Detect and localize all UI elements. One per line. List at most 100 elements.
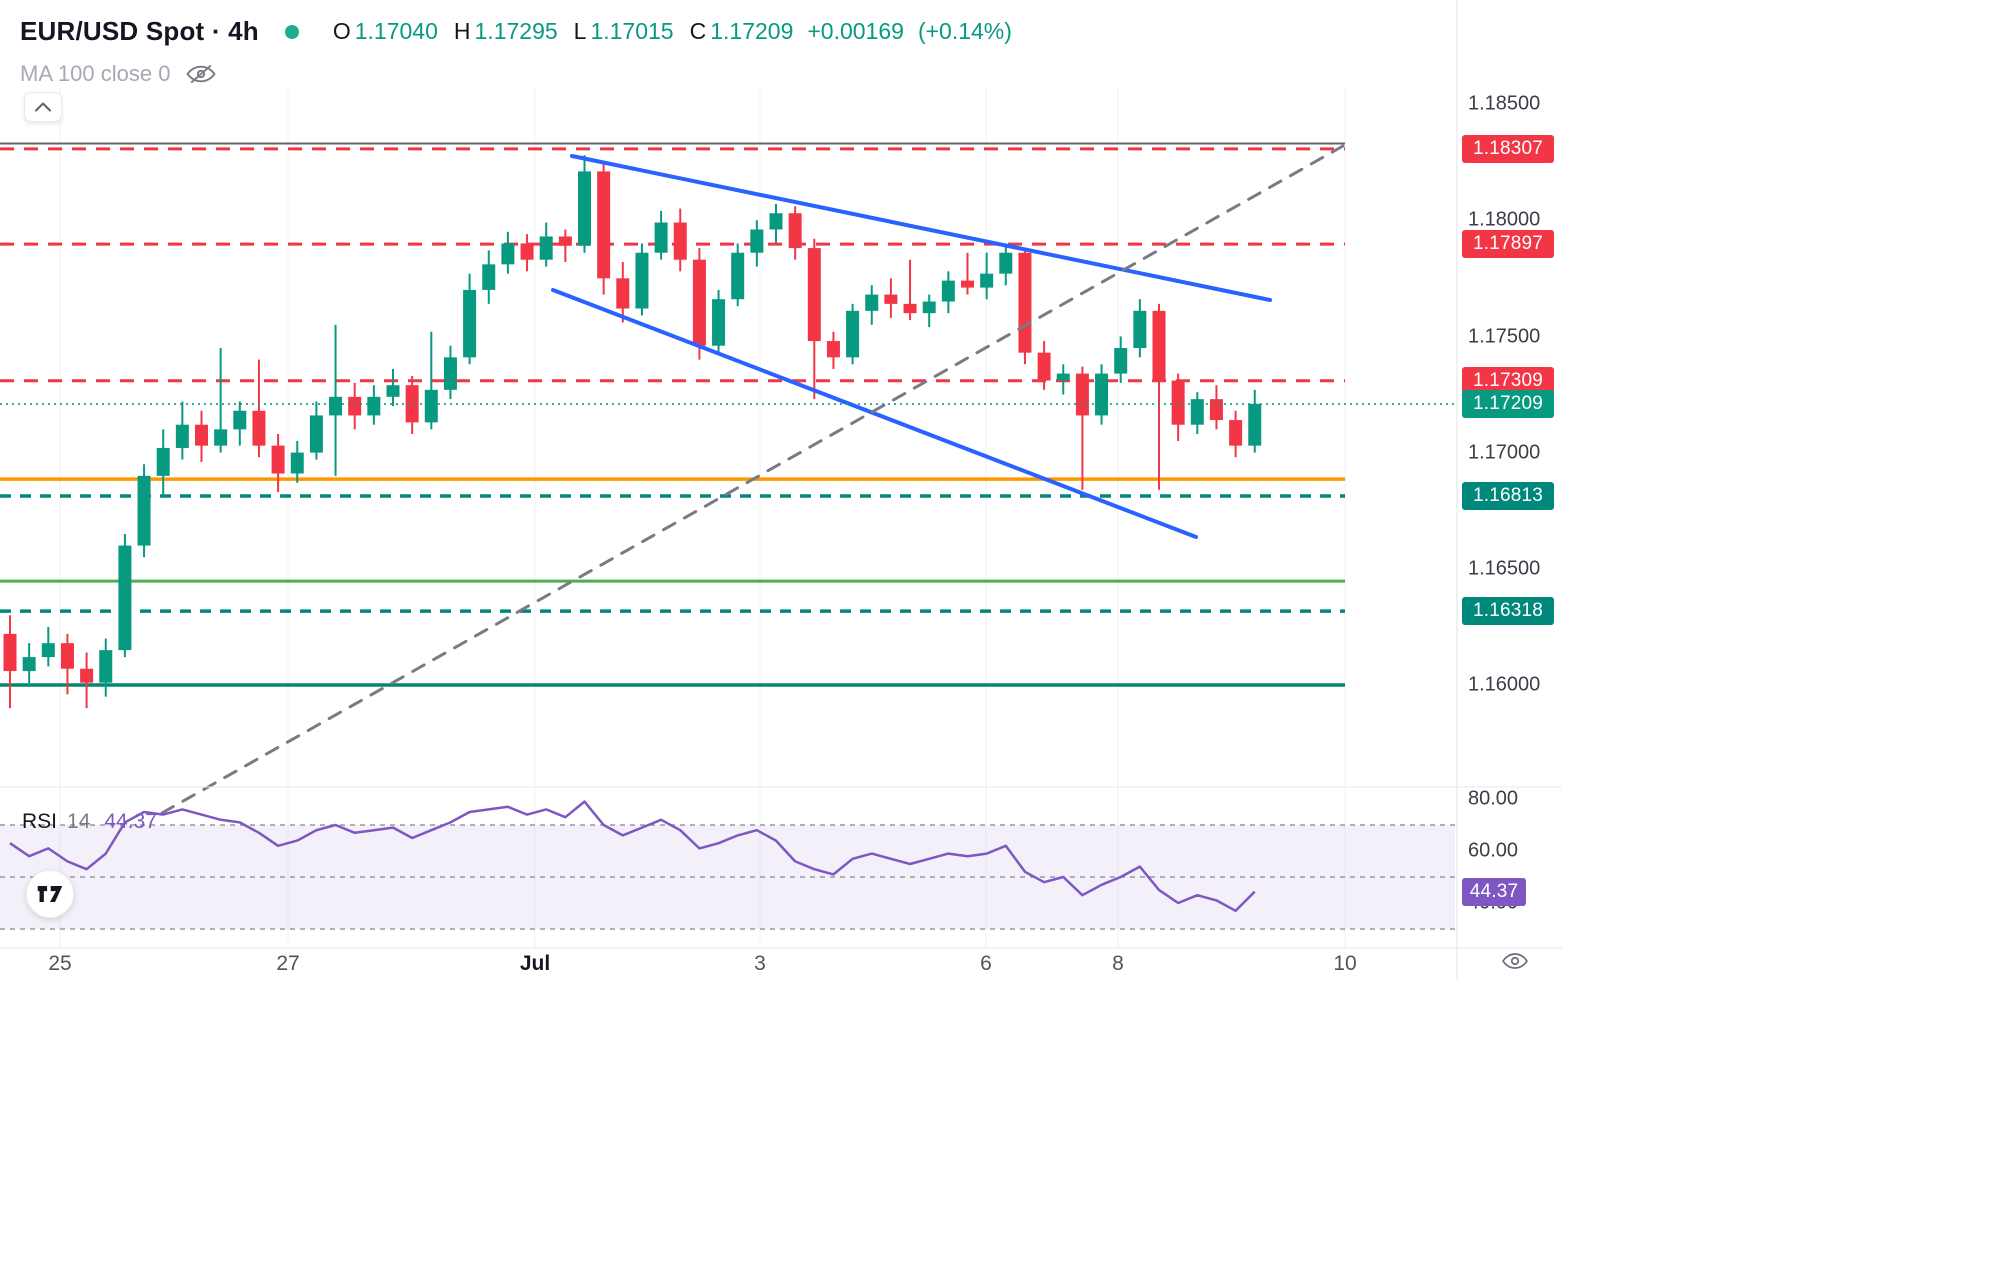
candle-body xyxy=(1114,348,1128,374)
candle-body xyxy=(80,668,94,683)
price-badge: 44.37 xyxy=(1462,877,1526,906)
candle-body xyxy=(961,280,974,288)
candle-body xyxy=(405,385,419,423)
candle-body xyxy=(1171,380,1185,425)
candle-body xyxy=(616,278,630,309)
scale-label: 60.00 xyxy=(1468,839,1519,862)
candle-body xyxy=(3,633,17,672)
eye-icon[interactable] xyxy=(1500,948,1530,974)
rsi-legend[interactable]: RSI 14 44.37 xyxy=(22,810,157,834)
low-value: 1.17015 xyxy=(590,18,674,44)
candle-body xyxy=(1229,420,1243,446)
candle-body xyxy=(309,415,323,453)
trendline xyxy=(570,154,1272,302)
candle-body xyxy=(195,424,208,446)
candle-body xyxy=(99,650,113,683)
candle-body xyxy=(175,424,189,448)
tradingview-logo-icon xyxy=(37,886,63,902)
rsi-length: 14 xyxy=(67,810,91,833)
candle-body xyxy=(750,229,764,253)
price-badge: 1.17209 xyxy=(1462,390,1554,419)
price-badge: 1.17897 xyxy=(1462,230,1554,259)
symbol-title[interactable]: EUR/USD Spot · 4h xyxy=(20,16,259,46)
time-label: 6 xyxy=(980,952,992,975)
rsi-name: RSI xyxy=(22,810,58,833)
candle-body xyxy=(520,243,534,260)
candle-body xyxy=(443,357,457,390)
candle-body xyxy=(884,294,898,304)
scale-label: 1.17500 xyxy=(1468,325,1541,348)
candle-body xyxy=(999,252,1013,274)
candle-body xyxy=(214,429,228,446)
open-value: 1.17040 xyxy=(354,18,438,44)
trendline xyxy=(551,288,1198,539)
candle-body xyxy=(941,280,955,302)
candle-body xyxy=(731,252,745,300)
candle-body xyxy=(980,273,994,288)
candle-body xyxy=(463,289,477,358)
candle-body xyxy=(788,213,802,249)
high-value: 1.17295 xyxy=(474,18,558,44)
candle-body xyxy=(348,396,362,416)
open-label: O xyxy=(332,18,351,44)
rsi-value: 44.37 xyxy=(104,810,157,833)
chevron-up-icon xyxy=(35,102,51,112)
scale-label: 1.16500 xyxy=(1468,557,1541,580)
time-label: Jul xyxy=(519,952,551,975)
candle-body xyxy=(1209,399,1223,421)
candle-body xyxy=(692,259,706,346)
time-label: 3 xyxy=(754,952,766,975)
candle-body xyxy=(233,410,247,430)
scale-label: 1.17000 xyxy=(1468,441,1541,464)
candle-body xyxy=(846,310,860,358)
time-label: 25 xyxy=(48,952,72,975)
candle-body xyxy=(156,447,170,476)
close-value: 1.17209 xyxy=(710,18,794,44)
candle-body xyxy=(271,445,285,474)
eye-icon-glyph xyxy=(1502,953,1528,969)
time-label: 10 xyxy=(1333,952,1357,975)
candle-body xyxy=(41,643,55,658)
candle-body xyxy=(826,341,840,358)
candle-body xyxy=(329,396,343,416)
candle-body xyxy=(22,657,36,672)
candle-body xyxy=(903,303,917,314)
trendline xyxy=(160,144,1345,815)
candle-body xyxy=(769,213,783,230)
tradingview-logo[interactable] xyxy=(26,870,74,918)
indicator-label[interactable]: MA 100 close 0 xyxy=(20,61,171,86)
candle-body xyxy=(1037,352,1051,381)
candle-body xyxy=(367,396,381,416)
candle-body xyxy=(712,299,726,346)
candle-body xyxy=(539,236,553,260)
candle-body xyxy=(1095,373,1109,416)
candle-body xyxy=(386,385,400,397)
chart-header: EUR/USD Spot · 4h O 1.17040 H 1.17295 L … xyxy=(20,16,1012,87)
ohlc-readout: O 1.17040 H 1.17295 L 1.17015 C 1.17209 … xyxy=(333,18,1012,45)
candle-body xyxy=(807,248,821,342)
candle-body xyxy=(865,294,879,311)
time-label: 8 xyxy=(1112,952,1124,975)
candle-body xyxy=(501,243,515,265)
candle-body xyxy=(482,264,496,290)
candle-body xyxy=(1248,403,1262,446)
candle-body xyxy=(1018,252,1032,353)
candle-body xyxy=(578,171,591,246)
price-badge: 1.18307 xyxy=(1462,134,1554,163)
candle-body xyxy=(673,222,687,260)
candle-body xyxy=(635,252,649,309)
collapse-pane-button[interactable] xyxy=(24,92,62,122)
candle-body xyxy=(252,410,266,446)
candle-body xyxy=(137,475,151,546)
time-axis[interactable]: 25 27 Jul 3 6 8 10 xyxy=(0,950,1562,982)
scale-label: 80.00 xyxy=(1468,787,1519,810)
scale-label: 1.18000 xyxy=(1468,208,1541,231)
change-percent: (+0.14%) xyxy=(917,18,1012,44)
price-badge: 1.16813 xyxy=(1462,482,1554,511)
candle-body xyxy=(1133,310,1147,349)
candle-body xyxy=(1075,373,1089,416)
candle-body xyxy=(1190,399,1204,425)
time-label: 27 xyxy=(276,952,300,975)
eye-slash-icon[interactable] xyxy=(186,63,217,85)
